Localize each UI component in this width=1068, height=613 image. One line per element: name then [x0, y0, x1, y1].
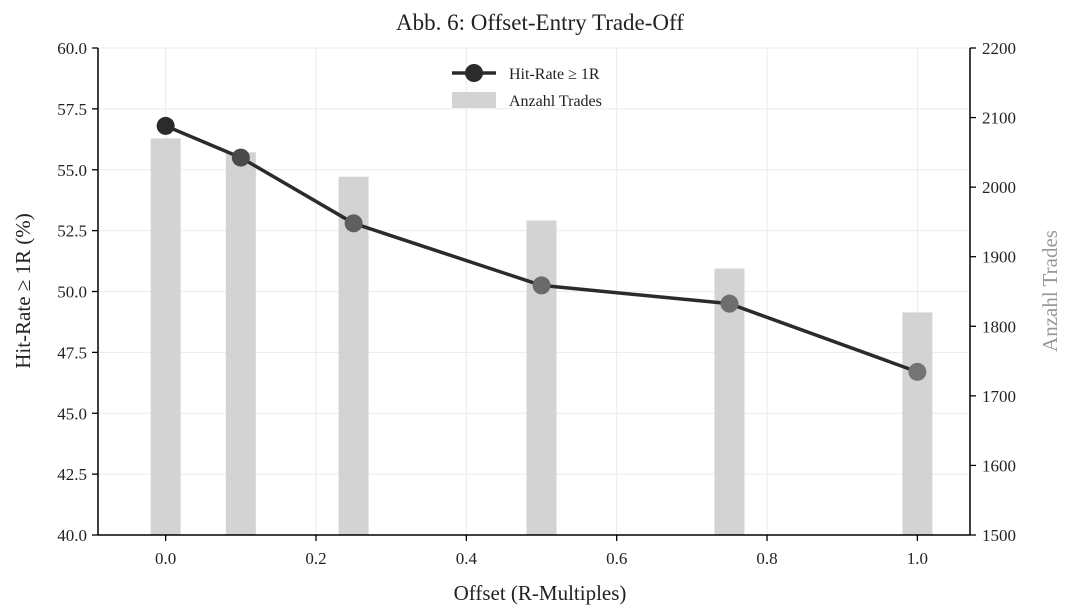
y-right-tick-label-6: 2100: [982, 109, 1016, 128]
line-hit-rate: [164, 124, 918, 374]
x-tick-label-3: 0.6: [606, 549, 627, 568]
chart-title: Abb. 6: Offset-Entry Trade-Off: [396, 10, 684, 35]
point-hit-rate-0: [156, 116, 175, 135]
y-axis-left-label: Hit-Rate ≥ 1R (%): [11, 213, 35, 369]
y-left-tick-label-5: 52.5: [57, 222, 87, 241]
y-right-tick-label-3: 1800: [982, 317, 1016, 336]
x-tick-label-4: 0.8: [756, 549, 777, 568]
axes: [92, 47, 976, 541]
legend-label-hit-rate: Hit-Rate ≥ 1R: [509, 66, 600, 83]
y-left-tick-label-0: 40.0: [57, 526, 87, 545]
y-right-tick-label-7: 2200: [982, 39, 1016, 58]
bar-trades-5: [902, 312, 933, 535]
y-right-tick-label-0: 1500: [982, 526, 1016, 545]
legend-marker-swatch: [465, 64, 483, 82]
legend-bar-swatch: [452, 92, 496, 108]
point-hit-rate-3: [532, 276, 551, 295]
legend: Hit-Rate ≥ 1R Anzahl Trades: [452, 64, 602, 110]
x-tick-label-0: 0.0: [155, 549, 176, 568]
y-left-tick-label-7: 57.5: [57, 100, 87, 119]
y-left-tick-label-4: 50.0: [57, 283, 87, 302]
y-right-tick-label-1: 1600: [982, 456, 1016, 475]
x-axis-label: Offset (R-Multiples): [454, 581, 627, 605]
bar-trades-4: [714, 268, 745, 535]
x-tick-label-2: 0.4: [456, 549, 478, 568]
y-right-tick-label-4: 1900: [982, 248, 1016, 267]
y-axis-right-label: Anzahl Trades: [1038, 230, 1062, 352]
y-left-tick-label-8: 60.0: [57, 39, 87, 58]
point-hit-rate-4: [720, 294, 739, 313]
point-hit-rate-1: [231, 148, 250, 167]
y-left-tick-label-2: 45.0: [57, 404, 87, 423]
tick-labels: 0.0 0.2 0.4 0.6 0.8 1.0 40.0 42.5 45.0 47.5 50.0 52…: [57, 39, 1016, 568]
y-left-tick-label-1: 42.5: [57, 465, 87, 484]
y-right-tick-label-2: 1700: [982, 387, 1016, 406]
y-left-tick-label-3: 47.5: [57, 343, 87, 362]
y-right-tick-label-5: 2000: [982, 178, 1016, 197]
y-left-tick-label-6: 55.0: [57, 161, 87, 180]
bar-trades-1: [225, 152, 256, 535]
bar-trades-3: [526, 220, 557, 535]
bar-series: [150, 138, 933, 535]
bar-trades-0: [150, 138, 181, 535]
point-hit-rate-5: [908, 362, 927, 381]
line-series: [156, 116, 927, 381]
x-tick-label-1: 0.2: [305, 549, 326, 568]
bar-trades-2: [338, 176, 369, 535]
x-tick-label-5: 1.0: [907, 549, 928, 568]
legend-label-trades: Anzahl Trades: [509, 93, 602, 110]
point-hit-rate-2: [344, 214, 363, 233]
